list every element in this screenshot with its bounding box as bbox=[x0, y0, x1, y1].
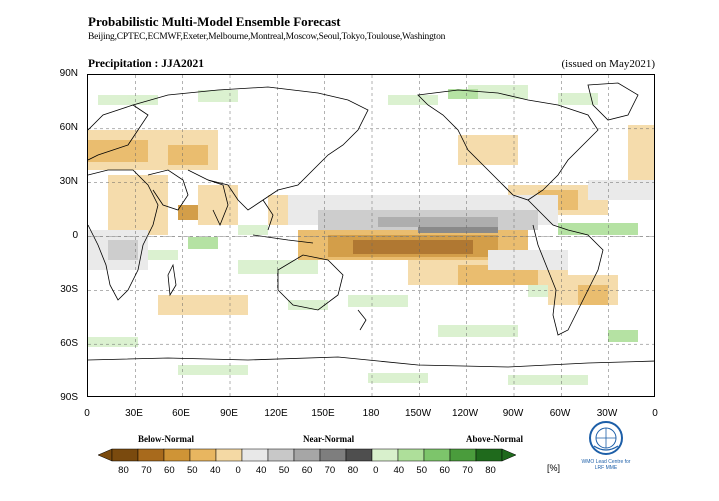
colorbar-tick-label: 60 bbox=[439, 465, 450, 476]
colorbar-tick-label: 40 bbox=[393, 465, 405, 476]
lon-label-150e: 150E bbox=[311, 408, 335, 419]
colorbar-tick-label: 70 bbox=[324, 465, 336, 476]
shading-layer bbox=[88, 85, 654, 385]
lon-label-90e: 90E bbox=[220, 408, 238, 419]
colorbar-cell bbox=[137, 448, 165, 462]
colorbar-tick-label: 40 bbox=[209, 465, 221, 476]
colorbar bbox=[98, 448, 517, 462]
colorbar-cell bbox=[423, 448, 451, 462]
map-svg bbox=[88, 75, 654, 396]
lon-label-0-end: 0 bbox=[652, 408, 658, 419]
category-above-normal: Above-Normal bbox=[466, 434, 523, 444]
colorbar-cell bbox=[345, 448, 373, 462]
colorbar-cell bbox=[215, 448, 243, 462]
lat-label-90n: 90N bbox=[59, 68, 78, 79]
lon-label-180: 180 bbox=[362, 408, 380, 419]
lon-label-120e: 120E bbox=[264, 408, 288, 419]
lon-label-0: 0 bbox=[84, 408, 90, 419]
lat-label-0: 0 bbox=[72, 230, 78, 241]
colorbar-cell bbox=[163, 448, 191, 462]
colorbar-cell bbox=[371, 448, 399, 462]
category-below-normal: Below-Normal bbox=[138, 434, 194, 444]
colorbar-tick-label: 60 bbox=[301, 465, 313, 476]
colorbar-tick-label: 60 bbox=[164, 465, 175, 476]
colorbar-tick-label: 50 bbox=[278, 465, 290, 476]
colorbar-tick-label: 80 bbox=[118, 465, 129, 476]
lon-label-150w: 150W bbox=[404, 408, 432, 419]
lat-label-60s: 60S bbox=[60, 338, 78, 349]
lon-label-60w: 60W bbox=[549, 408, 571, 419]
colorbar-cell bbox=[449, 448, 477, 462]
category-near-normal: Near-Normal bbox=[303, 434, 355, 444]
colorbar-tick-label: 0 bbox=[373, 465, 379, 476]
colorbar-cell bbox=[475, 448, 503, 462]
lon-label-120w: 120W bbox=[451, 408, 479, 419]
colorbar-cell bbox=[319, 448, 347, 462]
logo-caption: WMO Lead Centre for LRF MME bbox=[581, 459, 631, 471]
colorbar-tick-label: 50 bbox=[186, 465, 198, 476]
colorbar-cell bbox=[267, 448, 295, 462]
colorbar-cell bbox=[397, 448, 425, 462]
figure-title: Probabilistic Multi-Model Ensemble Forec… bbox=[88, 14, 341, 29]
lon-label-90w: 90W bbox=[502, 408, 524, 419]
colorbar-tick-label: 50 bbox=[416, 465, 427, 476]
colorbar-tick-label: 70 bbox=[462, 465, 473, 476]
lat-label-30n: 30N bbox=[59, 176, 78, 187]
lat-label-90s: 90S bbox=[60, 392, 78, 403]
wmo-logo-icon bbox=[589, 421, 623, 455]
colorbar-cell bbox=[241, 448, 269, 462]
centres-list: Beijing,CPTEC,ECMWF,Exeter,Melbourne,Mon… bbox=[88, 32, 446, 42]
colorbar-cell bbox=[111, 448, 139, 462]
lon-label-30e: 30E bbox=[125, 408, 143, 419]
variable-title: Precipitation : JJA2021 bbox=[88, 58, 205, 70]
lat-label-60n: 60N bbox=[59, 122, 78, 133]
colorbar-cell bbox=[189, 448, 217, 462]
colorbar-left-arrow bbox=[98, 448, 113, 462]
colorbar-tick-label: 0 bbox=[235, 465, 241, 476]
colorbar-cell bbox=[293, 448, 321, 462]
lon-label-30w: 30W bbox=[596, 408, 618, 419]
colorbar-right-arrow bbox=[501, 448, 517, 462]
coastlines bbox=[88, 82, 654, 368]
colorbar-tick-label: 80 bbox=[347, 465, 359, 476]
colorbar-tick-label: 70 bbox=[141, 465, 152, 476]
lat-label-30s: 30S bbox=[60, 284, 78, 295]
issued-date: (issued on May2021) bbox=[561, 58, 656, 70]
lon-label-60e: 60E bbox=[172, 408, 190, 419]
colorbar-tick-label: 40 bbox=[255, 465, 267, 476]
colorbar-unit: [%] bbox=[547, 463, 561, 473]
forecast-map bbox=[87, 74, 655, 397]
colorbar-tick-label: 80 bbox=[485, 465, 496, 476]
